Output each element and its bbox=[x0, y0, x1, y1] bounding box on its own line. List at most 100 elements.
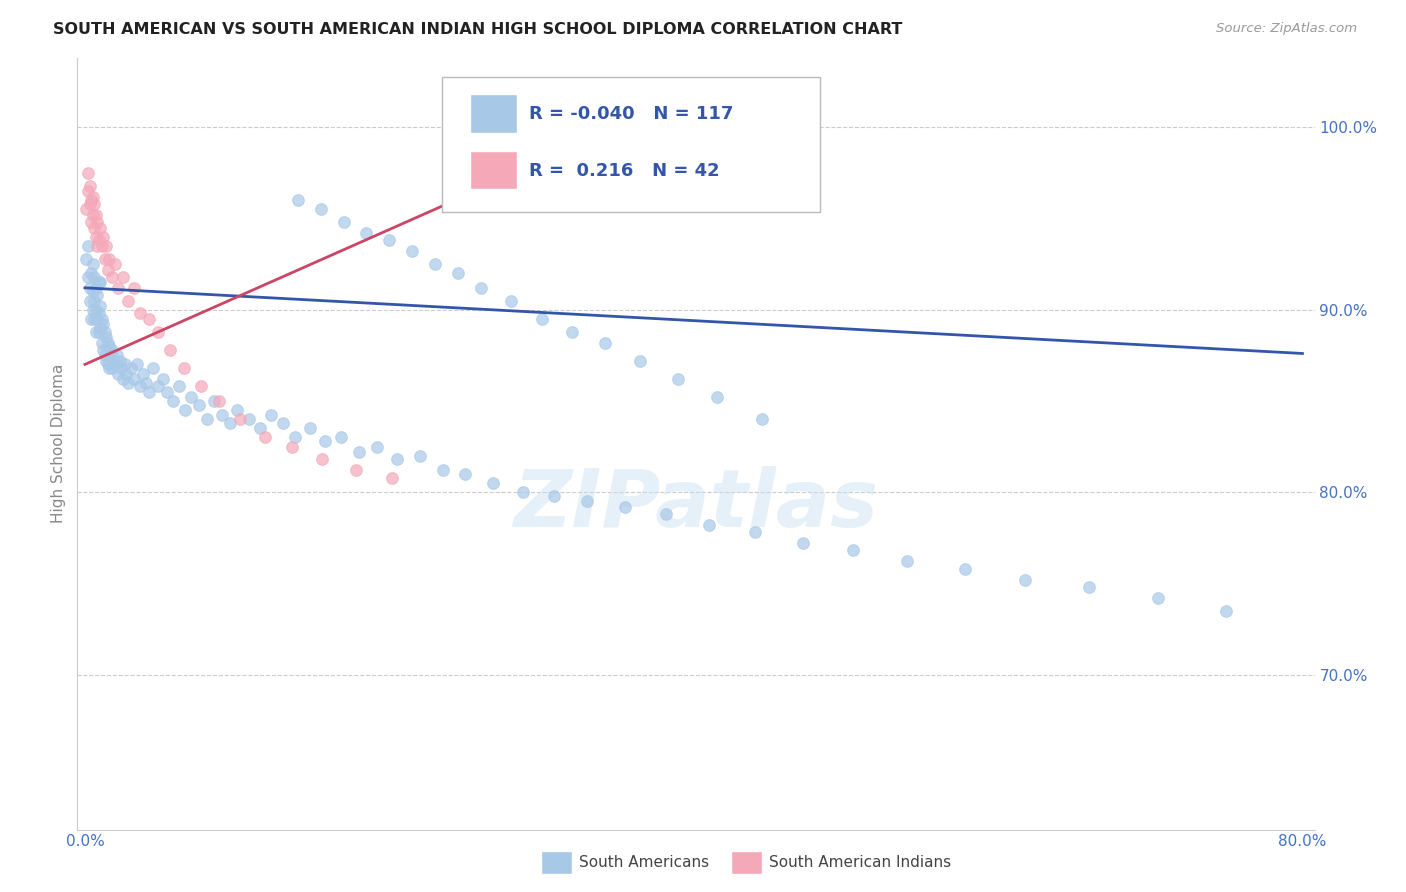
Point bbox=[706, 390, 728, 404]
Point bbox=[595, 335, 617, 350]
Point bbox=[98, 339, 121, 353]
Point bbox=[103, 353, 125, 368]
Point bbox=[125, 358, 148, 372]
Point bbox=[259, 409, 281, 423]
Point bbox=[77, 239, 100, 253]
Point bbox=[82, 302, 104, 317]
Point bbox=[110, 361, 132, 376]
Point bbox=[83, 269, 105, 284]
Point bbox=[107, 367, 129, 381]
Point bbox=[309, 202, 332, 217]
Text: Source: ZipAtlas.com: Source: ZipAtlas.com bbox=[1216, 22, 1357, 36]
Point bbox=[80, 266, 103, 280]
Point bbox=[80, 194, 103, 208]
Point bbox=[271, 416, 294, 430]
Point bbox=[561, 325, 583, 339]
Point bbox=[122, 372, 145, 386]
Point bbox=[91, 343, 114, 357]
Point bbox=[105, 348, 128, 362]
Point bbox=[108, 353, 131, 368]
Point bbox=[190, 379, 212, 393]
Point bbox=[97, 262, 120, 277]
Point bbox=[543, 489, 565, 503]
Bar bbox=[470, 95, 516, 133]
Point bbox=[84, 208, 107, 222]
Point bbox=[104, 358, 127, 372]
Point bbox=[75, 202, 97, 217]
Point bbox=[128, 379, 150, 393]
Point bbox=[454, 467, 477, 481]
Point bbox=[381, 470, 404, 484]
Point bbox=[138, 311, 160, 326]
Point bbox=[628, 353, 651, 368]
Text: ZIPatlas: ZIPatlas bbox=[513, 467, 879, 544]
Point bbox=[82, 285, 104, 299]
Point bbox=[447, 266, 470, 280]
Point bbox=[87, 306, 110, 320]
Point bbox=[90, 335, 112, 350]
Point bbox=[98, 361, 121, 376]
Point bbox=[499, 293, 522, 308]
Point bbox=[173, 361, 195, 376]
Point bbox=[91, 229, 114, 244]
Point bbox=[82, 208, 104, 222]
Point bbox=[409, 449, 432, 463]
Point bbox=[208, 393, 231, 408]
Point bbox=[77, 269, 100, 284]
Point bbox=[101, 269, 124, 284]
Point bbox=[100, 348, 122, 362]
Point bbox=[1078, 580, 1101, 594]
Point bbox=[576, 494, 599, 508]
Point bbox=[512, 485, 534, 500]
Point bbox=[202, 393, 225, 408]
Point bbox=[79, 197, 101, 211]
Point bbox=[284, 430, 307, 444]
Point bbox=[332, 215, 354, 229]
Point bbox=[104, 257, 127, 271]
Point bbox=[138, 384, 160, 399]
Point bbox=[86, 288, 108, 302]
Point bbox=[84, 229, 107, 244]
Point bbox=[87, 325, 110, 339]
Point bbox=[77, 166, 100, 180]
Point bbox=[79, 293, 101, 308]
Point bbox=[842, 543, 865, 558]
Point bbox=[614, 500, 637, 514]
Point bbox=[423, 257, 446, 271]
Point bbox=[101, 361, 124, 376]
Point bbox=[146, 379, 169, 393]
Point bbox=[792, 536, 814, 550]
Point bbox=[299, 421, 322, 435]
Point bbox=[174, 403, 197, 417]
Point bbox=[152, 372, 174, 386]
Point bbox=[655, 507, 678, 521]
Point bbox=[744, 525, 766, 540]
Point bbox=[385, 452, 408, 467]
Point bbox=[1147, 591, 1170, 605]
Point bbox=[98, 252, 121, 266]
Point bbox=[90, 239, 112, 253]
Point bbox=[84, 325, 107, 339]
Text: South American Indians: South American Indians bbox=[769, 855, 952, 870]
Point bbox=[93, 252, 115, 266]
Point bbox=[142, 361, 165, 376]
Y-axis label: High School Diploma: High School Diploma bbox=[51, 364, 66, 524]
Point bbox=[347, 445, 370, 459]
Point bbox=[668, 372, 690, 386]
Point bbox=[111, 269, 134, 284]
Point bbox=[366, 440, 388, 454]
Point bbox=[96, 330, 118, 344]
Point bbox=[1215, 604, 1237, 618]
Point bbox=[162, 393, 184, 408]
Text: R =  0.216   N = 42: R = 0.216 N = 42 bbox=[529, 162, 720, 180]
Bar bbox=[470, 151, 516, 189]
Point bbox=[107, 281, 129, 295]
Point bbox=[89, 220, 111, 235]
Point bbox=[211, 409, 233, 423]
Point bbox=[96, 353, 118, 368]
Point bbox=[93, 325, 115, 339]
Point bbox=[432, 463, 454, 477]
Point bbox=[481, 475, 503, 490]
Point bbox=[329, 430, 352, 444]
Point bbox=[111, 372, 134, 386]
